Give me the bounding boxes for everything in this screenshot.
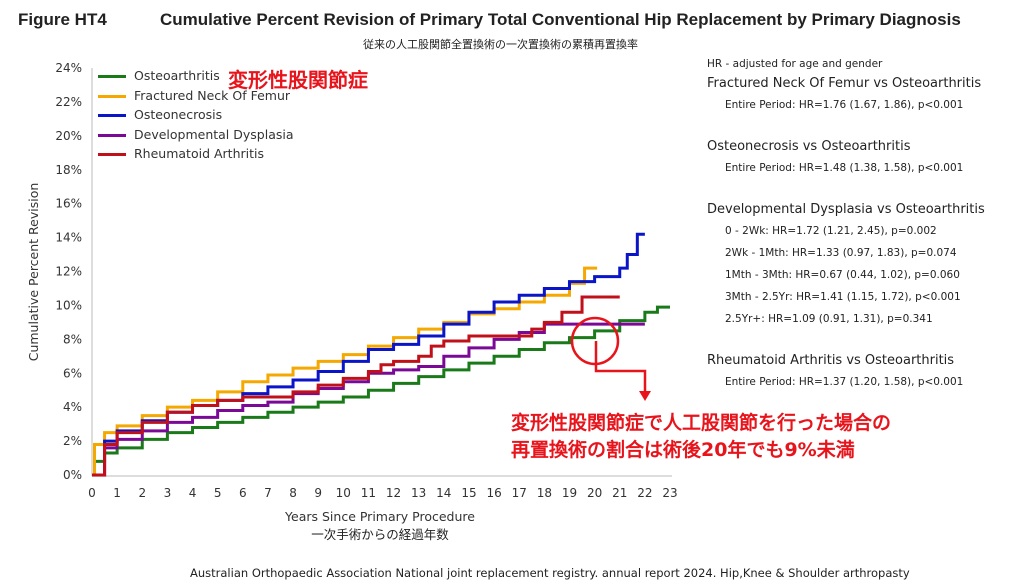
legend-item: Rheumatoid Arthritis (98, 146, 264, 161)
y-tick-label: 10% (55, 298, 82, 312)
callout-text: 変形性股関節症で人工股関節を行った場合の 再置換術の割合は術後20年でも9%未満 (511, 410, 891, 464)
hr-group-title: Developmental Dysplasia vs Osteoarthriti… (707, 202, 985, 217)
legend-label: Osteoarthritis (134, 68, 220, 83)
x-axis-label: Years Since Primary Procedure (284, 509, 475, 524)
hr-line: Entire Period: HR=1.76 (1.67, 1.86), p<0… (725, 99, 964, 111)
legend-swatch (98, 153, 126, 156)
y-tick-label: 24% (55, 61, 82, 75)
hr-line: Entire Period: HR=1.37 (1.20, 1.58), p<0… (725, 376, 964, 388)
x-tick-label: 23 (662, 486, 677, 500)
callout-line: 再置換術の割合は術後20年でも9%未満 (511, 439, 855, 461)
y-tick-label: 18% (55, 163, 82, 177)
x-tick-label: 13 (411, 486, 426, 500)
x-tick-label: 0 (88, 486, 96, 500)
hr-group-title: Fractured Neck Of Femur vs Osteoarthriti… (707, 76, 982, 91)
legend-item: Fractured Neck Of Femur (98, 88, 290, 103)
x-tick-label: 9 (314, 486, 322, 500)
x-tick-label: 21 (612, 486, 627, 500)
legend-label: Developmental Dysplasia (134, 126, 294, 142)
legend-item: Osteoarthritis (98, 68, 220, 83)
hr-heading: HR - adjusted for age and gender (707, 58, 883, 70)
chart-title: Cumulative Percent Revision of Primary T… (160, 10, 961, 29)
x-tick-label: 12 (386, 486, 401, 500)
hr-line: 0 - 2Wk: HR=1.72 (1.21, 2.45), p=0.002 (725, 225, 937, 237)
hr-line: 2.5Yr+: HR=1.09 (0.91, 1.31), p=0.341 (725, 313, 933, 325)
x-tick-label: 17 (512, 486, 527, 500)
x-tick-label: 8 (289, 486, 297, 500)
legend-label: Rheumatoid Arthritis (134, 146, 264, 161)
legend-item: Osteonecrosis (98, 107, 222, 122)
y-tick-label: 22% (55, 95, 82, 109)
x-tick-label: 6 (239, 486, 247, 500)
x-tick-label: 15 (461, 486, 476, 500)
x-tick-label: 1 (113, 486, 121, 500)
y-tick-label: 20% (55, 129, 82, 143)
x-tick-label: 20 (587, 486, 602, 500)
hr-line: 1Mth - 3Mth: HR=0.67 (0.44, 1.02), p=0.0… (725, 269, 960, 281)
y-tick-label: 8% (63, 332, 82, 346)
y-tick-label: 2% (63, 434, 82, 448)
x-tick-label: 19 (562, 486, 577, 500)
legend-label: Fractured Neck Of Femur (134, 87, 291, 103)
legend-item: Developmental Dysplasia (98, 127, 294, 142)
callout-line: 変形性股関節症で人工股関節を行った場合の (511, 412, 892, 434)
x-tick-label: 11 (361, 486, 376, 500)
legend-swatch (98, 133, 126, 137)
citation-footer: Australian Orthopaedic Association Natio… (190, 566, 910, 580)
series-line-osteoarthritis (92, 305, 670, 477)
y-tick-label: 12% (55, 265, 82, 279)
hr-line: Entire Period: HR=1.48 (1.38, 1.58), p<0… (725, 162, 964, 174)
x-tick-label: 14 (436, 486, 451, 500)
hr-group: Rheumatoid Arthritis vs Osteoarthritis En… (707, 353, 985, 388)
hr-group: Fractured Neck Of Femur vs Osteoarthriti… (707, 76, 985, 111)
hr-line: 2Wk - 1Mth: HR=1.33 (0.97, 1.83), p=0.07… (725, 247, 957, 259)
legend-swatch (98, 75, 126, 78)
y-tick-label: 4% (63, 400, 82, 414)
legend-swatch (98, 114, 126, 117)
legend-swatch (98, 94, 126, 98)
y-tick-label: 0% (63, 468, 82, 482)
hr-group: Osteonecrosis vs Osteoarthritis Entire Pe… (707, 139, 985, 174)
x-tick-label: 18 (537, 486, 552, 500)
legend-label: Osteonecrosis (134, 107, 223, 122)
x-tick-label: 16 (486, 486, 501, 500)
callout-arrow-line (594, 341, 647, 393)
hr-group-title: Rheumatoid Arthritis vs Osteoarthritis (707, 353, 955, 368)
hr-panel: HR - adjusted for age and gender Fractur… (707, 58, 985, 388)
x-tick-label: 10 (336, 486, 351, 500)
y-axis-label: Cumulative Percent Revision (26, 183, 41, 362)
chart-subtitle-jp: 従来の人工股関節全置換術の一次置換術の累積再置換率 (363, 38, 638, 51)
x-tick-label: 7 (264, 486, 272, 500)
legend-annotation-jp: 変形性股関節症 (228, 68, 368, 92)
series-line-rheumatoid-arthritis (92, 295, 620, 477)
figure-label: Figure HT4 (18, 10, 107, 29)
x-tick-label: 3 (164, 486, 172, 500)
x-tick-label: 22 (637, 486, 652, 500)
x-tick-label: 4 (189, 486, 197, 500)
hr-group-title: Osteonecrosis vs Osteoarthritis (707, 139, 911, 154)
callout-arrow-head (639, 391, 651, 401)
y-tick-label: 6% (63, 366, 82, 380)
x-tick-label: 5 (214, 486, 222, 500)
x-axis-label-jp: 一次手術からの経過年数 (311, 527, 449, 542)
y-tick-label: 16% (55, 197, 82, 211)
hr-group: Developmental Dysplasia vs Osteoarthriti… (707, 202, 985, 325)
x-tick-label: 2 (138, 486, 146, 500)
y-tick-label: 14% (55, 231, 82, 245)
hr-line: 3Mth - 2.5Yr: HR=1.41 (1.15, 1.72), p<0.… (725, 291, 961, 303)
